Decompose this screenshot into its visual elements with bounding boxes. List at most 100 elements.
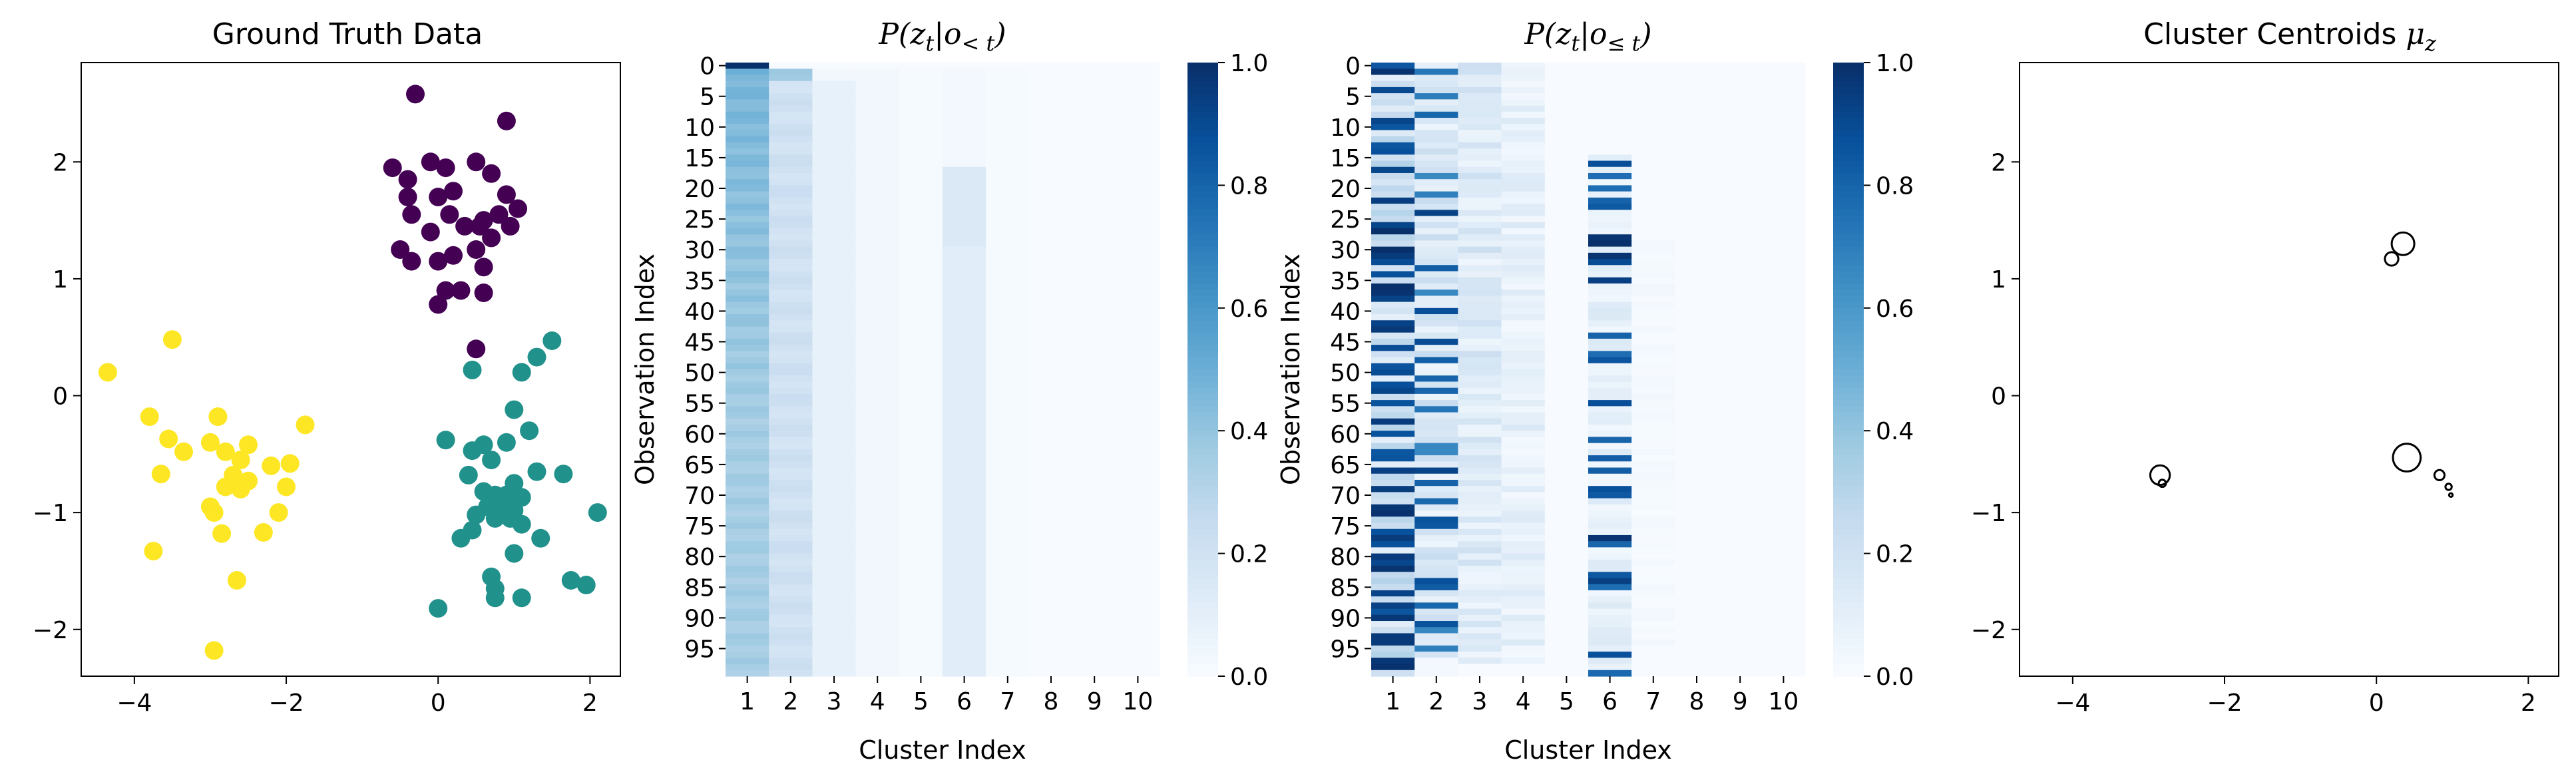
panel3-cell [1544,418,1589,425]
panel2-colorbar-step [1187,566,1218,573]
panel2-cell [855,664,900,671]
panel3-cell [1718,418,1763,425]
panel3-cell [1414,664,1458,671]
panel2-colorbar-step [1187,461,1218,469]
panel3-cell [1544,271,1589,278]
panel3-cell [1588,326,1632,333]
panel2-cell [1029,443,1074,450]
panel3-cell [1501,627,1546,634]
panel3-cell [1761,81,1806,88]
panel2-cell [1072,387,1117,395]
panel3-cell [1458,431,1502,438]
panel2-cell [986,197,1030,204]
panel3-cell [1588,295,1632,303]
panel2-cell [986,652,1030,658]
panel2-cell [986,590,1030,597]
panel2-cell [855,295,900,303]
panel2-colorbar-step [1187,351,1218,358]
panel3-cell [1501,393,1546,401]
panel3-cell [1761,473,1806,481]
panel2-cell [812,633,857,640]
panel3-cell [1675,204,1719,210]
panel2-colorbar-step [1187,154,1218,162]
panel2-cell [943,461,986,469]
panel3-cell [1631,332,1675,339]
panel2-cell [855,492,900,499]
panel2-cell [1116,578,1160,585]
panel2-cell [899,443,943,450]
panel2-cell [1029,645,1074,652]
panel2-cell [812,375,857,383]
panel2-cell [1116,406,1160,413]
panel2-cell [812,670,857,677]
panel3-cell [1718,345,1763,351]
panel3-cell [1631,142,1675,149]
panel2-cell [986,639,1030,646]
panel3-cell [1675,498,1719,505]
panel3-cell [1458,130,1502,137]
panel2-cell [1116,81,1160,88]
panel3-cell [1371,393,1415,401]
panel2-cell [1029,117,1074,124]
panel3-cell [1631,387,1675,395]
panel3-cell [1501,387,1546,395]
panel3-cell [1588,406,1632,413]
panel2-cell [769,510,813,517]
panel3-cell [1675,400,1719,407]
panel3-cell [1675,566,1719,572]
panel3-xtick-label: 2 [1428,688,1444,715]
panel2-cell [1116,387,1160,395]
panel3-cell [1631,566,1675,572]
panel2-cell [1072,455,1117,462]
panel3-cell [1501,572,1546,579]
panel2-cell [1029,265,1074,272]
panel3-cell [1631,81,1675,88]
panel3-colorbar-step [1833,566,1864,573]
panel2-cell [769,614,813,622]
panel3-cell [1588,69,1632,76]
panel2-cell [726,271,769,278]
panel2-colorbar-step [1187,541,1218,548]
panel3-cell [1718,461,1763,469]
panel2-cell [769,393,813,401]
panel3-cell [1588,142,1632,149]
panel2-cell [812,216,857,223]
panel3-cell [1501,516,1546,524]
panel2-cell [769,252,813,260]
panel3-cell [1544,265,1589,272]
panel3-cell [1458,522,1502,530]
panel2-cell [899,204,943,210]
panel2-cell [943,645,986,652]
panel2-cell [899,246,943,254]
panel2-cell [1072,301,1117,309]
panel2-cell [943,443,986,450]
panel2-cell [855,590,900,597]
panel2-cell [986,93,1030,100]
panel2-cell [812,363,857,370]
panel2-cell [1116,602,1160,610]
panel2-cell [986,449,1030,456]
panel3-cell [1761,148,1806,155]
ground-truth-point [489,205,509,224]
panel3-cell [1761,301,1806,309]
panel2-cell [726,179,769,186]
panel3-colorbar-step [1833,75,1864,82]
panel2-ytick-label: 85 [684,574,715,602]
panel3-cell [1414,479,1458,487]
panel3-cell [1414,259,1458,266]
panel2-cell [899,142,943,149]
panel2-cell [943,504,986,511]
panel2-ytick-label: 40 [684,298,715,325]
panel3-cell [1631,154,1675,162]
panel2-cell [769,338,813,345]
panel2-cell [986,124,1030,131]
panel2-colorbar-step [1187,645,1218,652]
ground-truth-point [406,85,425,104]
panel3-cell [1414,547,1458,554]
panel3-cell [1761,166,1806,174]
panel3-cell [1501,437,1546,444]
panel3-colorbar-step [1833,130,1864,137]
panel3-cell [1501,486,1546,492]
panel3-cell [1371,670,1415,677]
panel2-cell [899,326,943,333]
